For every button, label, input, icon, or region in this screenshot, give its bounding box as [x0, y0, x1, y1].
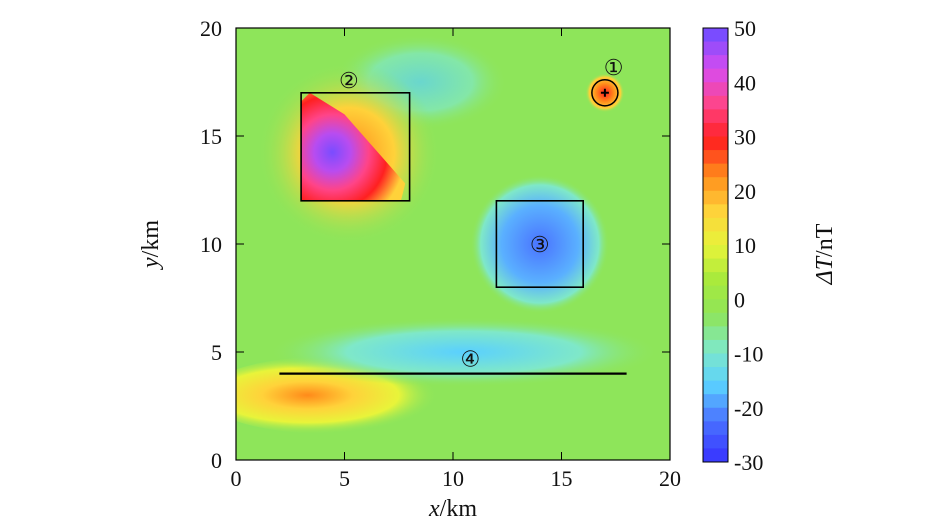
colorbar-band [703, 136, 728, 151]
x-axis-var: x [428, 496, 440, 522]
colorbar-band [703, 394, 728, 409]
anomaly-3-outline [495, 200, 584, 289]
anomaly-3-label: ③ [530, 233, 550, 258]
colorbar-band [703, 326, 728, 341]
colorbar-tick-label: 40 [734, 70, 756, 95]
anomaly-1-label: ① [604, 56, 624, 81]
colorbar-label: ΔT/nT [812, 223, 838, 285]
colorbar-band [703, 245, 728, 260]
colorbar-tick-label: -20 [734, 396, 763, 421]
colorbar-tick-label: -10 [734, 342, 763, 367]
y-tick-label: 20 [200, 16, 222, 41]
colorbar-band [703, 177, 728, 192]
x-tick-label: 10 [442, 466, 464, 491]
colorbar-frame [702, 27, 729, 463]
colorbar-tick-label: 0 [734, 287, 745, 312]
colorbar-band [703, 272, 728, 287]
colorbar-band [703, 68, 728, 83]
anomaly-3-field [470, 174, 610, 314]
colorbar-tick-label: 50 [734, 16, 756, 41]
y-tick-label: 0 [211, 448, 222, 473]
colorbar-tick-label: 30 [734, 125, 756, 150]
colorbar-band [703, 380, 728, 395]
y-axis-label: y/km [138, 220, 164, 270]
plot-area [236, 28, 670, 460]
colorbar-tick-label: -30 [734, 450, 763, 475]
colorbar-band [703, 434, 728, 449]
y-tick-label: 15 [200, 124, 222, 149]
colorbar-band [703, 258, 728, 273]
colorbar-band [703, 367, 728, 382]
colorbar-label-unit: /nT [812, 223, 838, 257]
anomaly-2-label: ② [339, 69, 359, 94]
colorbar-band [703, 82, 728, 97]
colorbar-band [703, 204, 728, 219]
colorbar-band [703, 231, 728, 246]
colorbar-band [703, 312, 728, 327]
colorbar-band [703, 285, 728, 300]
low-band-field [268, 317, 660, 387]
colorbar-band [703, 109, 728, 124]
colorbar-band [703, 55, 728, 70]
colorbar-band [703, 95, 728, 110]
colorbar-band [703, 190, 728, 205]
colorbar-band [703, 28, 728, 43]
anomaly-2-field [301, 92, 406, 201]
x-tick-label: 0 [231, 466, 242, 491]
anomaly-1-center-mark [600, 88, 609, 97]
colorbar-band [703, 41, 728, 56]
colorbar-band [703, 448, 728, 463]
colorbar-band [703, 407, 728, 422]
colorbar-band [703, 217, 728, 232]
axis-ticks: 0 5 10 15 20 0 5 10 15 20 [200, 16, 681, 491]
colorbar-band [703, 299, 728, 314]
colorbar-band [703, 122, 728, 137]
colorbar-band [703, 150, 728, 165]
y-tick-label: 5 [211, 340, 222, 365]
anomaly-outlines: ① ② ③ ④ [279, 56, 627, 375]
x-axis-label: x/km [428, 496, 477, 522]
colorbar-band [703, 163, 728, 178]
anomaly-4-label: ④ [460, 347, 480, 372]
y-tick-label: 10 [200, 232, 222, 257]
x-tick-label: 20 [659, 466, 681, 491]
y-axis-var: y [138, 257, 164, 270]
colorbar-band [703, 339, 728, 354]
colorbar-band [703, 421, 728, 436]
y-axis-unit: /km [138, 220, 164, 258]
colorbar: 50 40 30 20 10 0 -10 -20 -30 [702, 16, 763, 475]
colorbar-label-symbol: ΔT [812, 255, 838, 285]
colorbar-tick-label: 20 [734, 179, 756, 204]
x-tick-label: 5 [339, 466, 350, 491]
colorbar-band [703, 353, 728, 368]
colorbar-tick-label: 10 [734, 233, 756, 258]
anomaly-2-outline [300, 92, 411, 202]
x-tick-label: 15 [551, 466, 573, 491]
anomaly-1-outline [591, 79, 619, 107]
x-axis-unit: /km [440, 496, 478, 522]
